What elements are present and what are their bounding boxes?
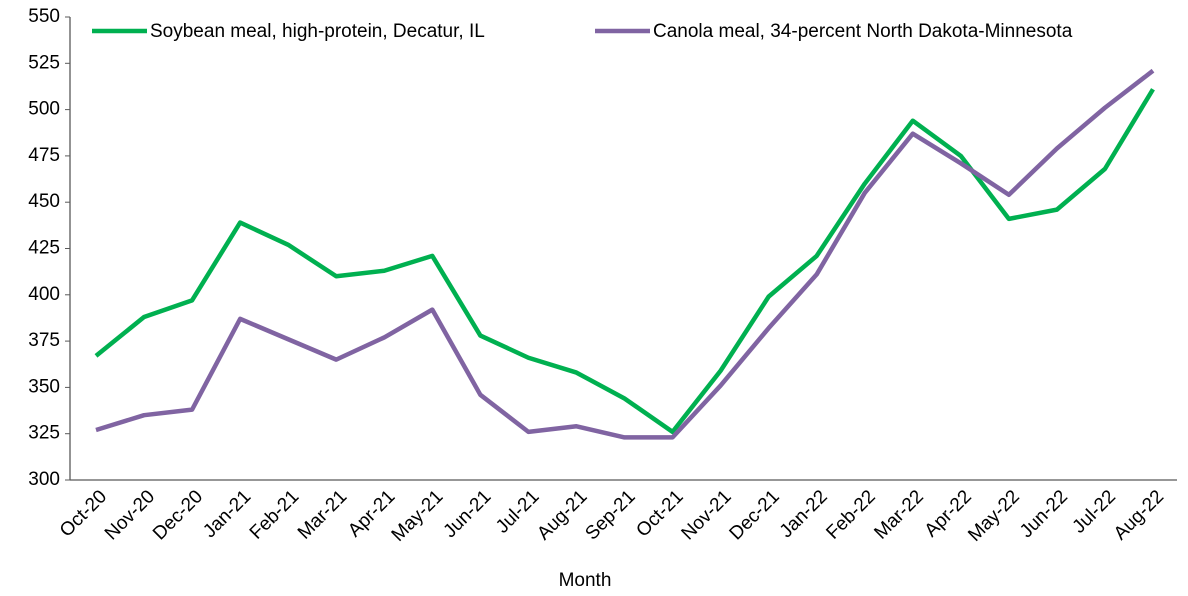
x-tick-label: Feb-22 xyxy=(822,486,879,543)
x-tick-label: Dec-20 xyxy=(149,486,207,544)
x-tick-label: Mar-21 xyxy=(294,486,351,543)
series-line xyxy=(95,68,1155,440)
legend-label: Soybean meal, high-protein, Decatur, IL xyxy=(150,21,485,42)
x-tick-label: Dec-21 xyxy=(726,486,784,544)
y-tick-label: 525 xyxy=(28,52,60,73)
x-tick-label: Jun-21 xyxy=(440,486,496,542)
y-tick-label: 400 xyxy=(28,284,60,305)
x-tick-label: Oct-21 xyxy=(632,486,687,541)
x-tick-label: Aug-21 xyxy=(533,486,591,544)
x-tick-label: Oct-20 xyxy=(56,486,111,541)
x-tick-label: May-21 xyxy=(388,486,448,546)
x-tick-label: Aug-22 xyxy=(1110,486,1168,544)
x-tick-label: Jun-22 xyxy=(1016,486,1072,542)
x-tick-label: Nov-20 xyxy=(101,486,159,544)
y-tick-label: 350 xyxy=(28,376,60,397)
x-tick-label: Sep-21 xyxy=(581,486,639,544)
y-tick-label: 300 xyxy=(28,469,60,490)
y-tick-label: 325 xyxy=(28,423,60,444)
x-tick-label: Jan-21 xyxy=(199,486,255,542)
x-tick-label: Mar-22 xyxy=(870,486,927,543)
y-tick-label: 550 xyxy=(28,6,60,27)
y-tick-label: 500 xyxy=(28,99,60,120)
x-tick-label: Feb-21 xyxy=(246,486,303,543)
y-tick-label: 475 xyxy=(28,145,60,166)
x-tick-label: Nov-21 xyxy=(678,486,736,544)
y-tick-label: 375 xyxy=(28,330,60,351)
x-axis-title: Month xyxy=(559,570,612,591)
x-tick-label: Jan-22 xyxy=(776,486,832,542)
legend-label: Canola meal, 34-percent North Dakota-Min… xyxy=(653,21,1073,42)
x-tick-label: May-22 xyxy=(964,486,1024,546)
y-tick-label: 450 xyxy=(28,191,60,212)
y-tick-label: 425 xyxy=(28,238,60,259)
series-line xyxy=(94,88,1155,435)
